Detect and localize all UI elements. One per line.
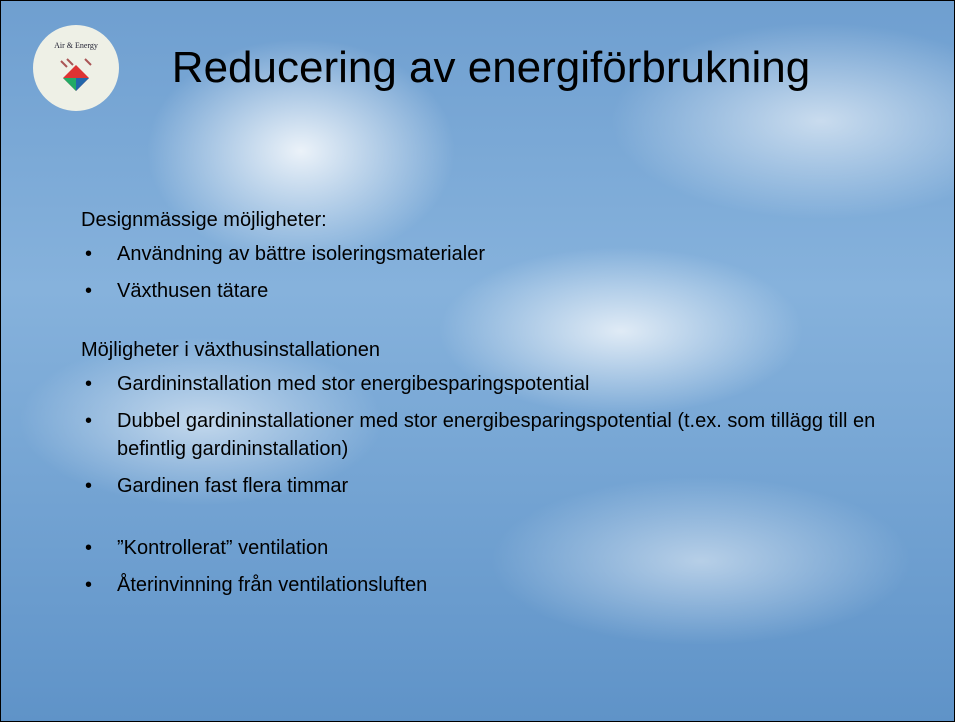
- bullet-list: ”Kontrollerat” ventilation Återinvinning …: [81, 534, 921, 599]
- section: Möjligheter i växthusinstallationen Gardi…: [81, 339, 921, 500]
- bullet-list: Användning av bättre isoleringsmateriale…: [81, 240, 921, 305]
- bullet: Användning av bättre isoleringsmateriale…: [81, 240, 921, 268]
- bullet: ”Kontrollerat” ventilation: [81, 534, 921, 562]
- body: Designmässige möjligheter: Användning av …: [81, 209, 921, 633]
- bullet: Dubbel gardininstallationer med stor ene…: [81, 407, 921, 463]
- bullet: Gardininstallation med stor energibespar…: [81, 370, 921, 398]
- logo-label: Air & Energy: [54, 41, 98, 50]
- bullet: Återinvinning från ventilationsluften: [81, 571, 921, 599]
- logo-icon: [60, 58, 92, 91]
- bullet-list: Gardininstallation med stor energibespar…: [81, 370, 921, 500]
- section: Designmässige möjligheter: Användning av …: [81, 209, 921, 305]
- bullet: Gardinen fast flera timmar: [81, 472, 921, 500]
- bullet: Växthusen tätare: [81, 277, 921, 305]
- section: ”Kontrollerat” ventilation Återinvinning …: [81, 534, 921, 599]
- section-heading: Möjligheter i växthusinstallationen: [81, 339, 381, 361]
- section-heading: Designmässige möjligheter:: [81, 209, 327, 231]
- logo: Air & Energy: [33, 25, 119, 111]
- title: Reducering av energiförbrukning: [171, 43, 811, 92]
